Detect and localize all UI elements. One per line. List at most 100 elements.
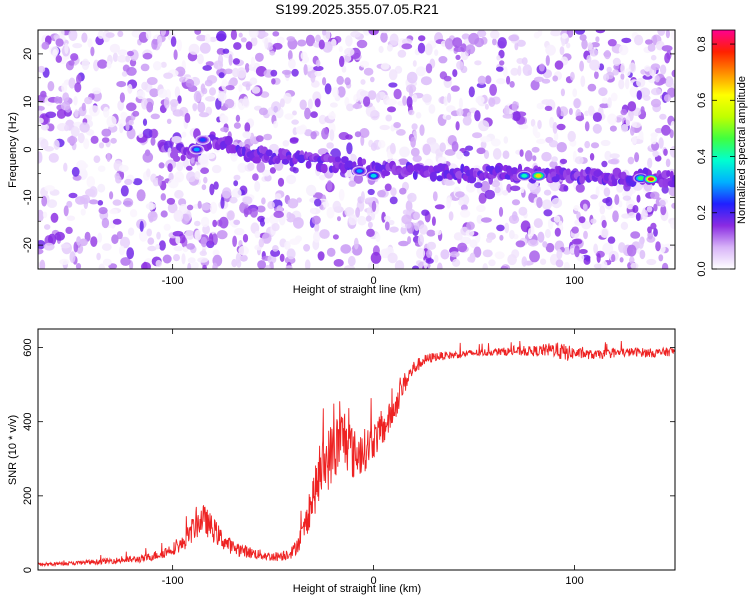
spectrogram-cell [41, 195, 48, 207]
spectrogram-cell [237, 102, 243, 108]
spectrogram-cell [202, 264, 207, 269]
spectrogram-cell [124, 178, 133, 186]
spectrogram-cell [132, 178, 143, 186]
spectrogram-cell [389, 226, 399, 233]
spectrogram-cell [173, 254, 180, 262]
spectrogram-cell [126, 66, 137, 76]
spectrogram-cell [120, 257, 131, 266]
spectrogram-cell [579, 174, 585, 185]
spectrogram-cell [289, 137, 299, 144]
spectrogram-cell [244, 122, 251, 133]
spectrogram-cell [167, 179, 179, 189]
spectrogram-cell [474, 182, 483, 189]
spectrogram-cell [209, 201, 218, 214]
spectrogram-cell [512, 110, 521, 122]
spectrogram-cell [571, 238, 583, 245]
x-tick-label: 100 [565, 275, 583, 287]
spectrogram-cell [220, 197, 225, 209]
spectrogram-cell [650, 222, 657, 230]
spectrogram-cell [661, 124, 671, 136]
spectrogram-cell [83, 138, 90, 150]
spectrogram-cell [424, 43, 433, 56]
spectrogram-cell [245, 83, 251, 91]
spectrogram-cell [386, 44, 393, 52]
spectrogram-cell [272, 31, 280, 37]
spectrogram-cell [322, 30, 327, 36]
spectrogram-cell [566, 168, 571, 176]
spectrogram-cell [370, 76, 375, 83]
spectrogram-cell [157, 88, 168, 99]
spectrogram-cell [233, 174, 241, 181]
spectrogram-cell [360, 79, 366, 85]
spectrogram-cell [204, 79, 213, 87]
spectrogram-cell [437, 262, 443, 269]
spectrogram-cell [635, 212, 641, 221]
spectrogram-cell [434, 229, 442, 236]
spectrogram-cell [530, 79, 540, 91]
spectrogram-cell [508, 34, 520, 42]
spectrogram-cell [341, 65, 347, 73]
spectrogram-cell [118, 245, 125, 256]
spectrogram-cell [511, 199, 521, 206]
spectrogram-cell [336, 86, 346, 98]
spectrogram-cell [326, 207, 335, 219]
spectrogram-cell [271, 78, 276, 85]
spectrogram-cell [176, 39, 182, 52]
spectrogram-cell [287, 198, 299, 209]
spectrogram-cell [291, 119, 299, 125]
spectrogram-cell [319, 174, 326, 181]
spectrogram-cell [584, 121, 590, 132]
spectrogram-cell [200, 202, 211, 211]
spectrogram-cell [46, 123, 55, 132]
spectrogram-cell [281, 158, 290, 165]
spectrogram-cell [352, 161, 357, 169]
spectrogram-cell [650, 98, 662, 108]
spectrogram-cell [60, 101, 71, 111]
spectrogram-cell [252, 173, 259, 181]
spectrogram-cell [484, 189, 496, 200]
spectrogram-cell [160, 30, 167, 36]
spectrogram-cell [444, 38, 454, 50]
spectrogram-cell [626, 244, 637, 257]
spectrogram-cell [129, 209, 138, 218]
spectrogram-cell [605, 196, 613, 207]
y-tick-label: 20 [22, 48, 34, 60]
spectrogram-cell [567, 130, 576, 142]
x-tick-label: -100 [162, 575, 184, 587]
spectrogram-cell [550, 30, 561, 37]
spectrogram-cell [194, 229, 202, 241]
spectrogram-cell [568, 108, 573, 115]
spectrogram-cell [549, 116, 555, 129]
spectrogram-cell [402, 95, 407, 106]
spectrogram-cell [601, 228, 608, 238]
spectrogram-cell [260, 91, 270, 98]
spectrogram-cell [530, 119, 536, 127]
snr-plot-area [38, 340, 675, 568]
spectrogram-cell [255, 135, 264, 143]
spectrogram-cell [79, 122, 90, 133]
spectrogram-cell [235, 114, 241, 122]
colorbar-tick-label: 0.4 [696, 149, 708, 164]
spectrogram-cell [138, 132, 144, 139]
spectrogram-cell [620, 62, 625, 75]
spectrogram-cell [581, 39, 588, 50]
spectrogram-cell [590, 218, 597, 224]
spectrogram-cell [625, 68, 631, 77]
spectrogram-cell [447, 92, 452, 103]
spectrogram-cell [370, 251, 382, 264]
spectrogram-cell [310, 111, 318, 118]
spectrogram-cell [456, 108, 464, 117]
spectrogram-cell [155, 259, 162, 268]
spectrogram-cell [197, 101, 206, 113]
spectrogram-cell [65, 226, 73, 234]
spectrogram-cell [254, 180, 261, 192]
spectrogram-cell [502, 150, 510, 159]
spectrogram-cell [151, 38, 158, 50]
spectrogram-cell [609, 125, 617, 132]
spectrogram-cell [455, 121, 460, 131]
spectrogram-cell [168, 172, 174, 181]
spectrogram-cell [533, 218, 543, 229]
spectrogram-cell [429, 171, 437, 182]
spectrogram-cell [277, 177, 285, 187]
spectrogram-cell [646, 206, 653, 213]
